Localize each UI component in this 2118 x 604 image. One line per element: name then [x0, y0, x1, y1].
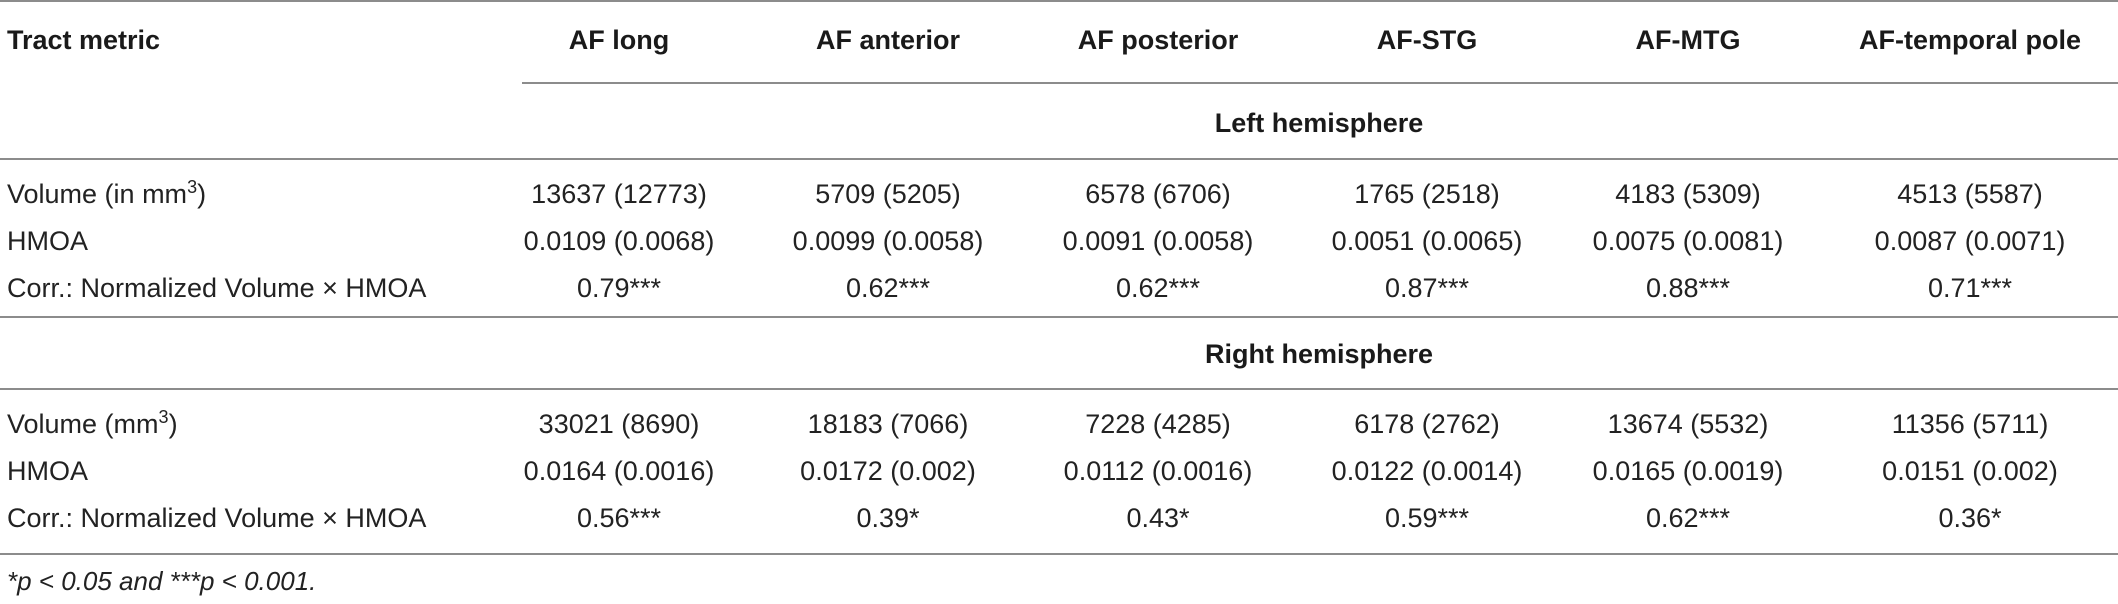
cell-value: 5709 (5205): [815, 179, 961, 209]
row-label-corr-left: Corr.: Normalized Volume × HMOA: [7, 273, 427, 303]
cell-value: 13674 (5532): [1607, 409, 1769, 439]
cell-value: 6178 (2762): [1354, 409, 1500, 439]
cell-value: 0.0151 (0.002): [1882, 456, 2058, 486]
cell-value: 0.0087 (0.0071): [1874, 226, 2066, 256]
cell-value: 1765 (2518): [1354, 179, 1500, 209]
header-af-mtg: AF-MTG: [1635, 25, 1741, 55]
cell-value: 4183 (5309): [1615, 179, 1761, 209]
cell-value: 0.59***: [1384, 503, 1470, 533]
table-footnote: *p < 0.05 and ***p < 0.001.: [7, 566, 317, 596]
top-rule: [0, 0, 2118, 2]
cell-value: 0.0109 (0.0068): [523, 226, 715, 256]
cell-value: 0.71***: [1927, 273, 2013, 303]
section-title-left: Left hemisphere: [1214, 108, 1424, 138]
header-af-stg: AF-STG: [1376, 25, 1478, 55]
section-rule-left: [0, 158, 2118, 160]
cell-value: 6578 (6706): [1085, 179, 1231, 209]
cell-value: 13637 (12773): [531, 179, 707, 209]
header-af-temporal-pole: AF-temporal pole: [1858, 25, 2082, 55]
bottom-rule: [0, 553, 2118, 555]
cell-value: 0.36*: [1938, 503, 2002, 533]
cell-value: 0.0112 (0.0016): [1063, 456, 1253, 486]
header-rule: [522, 82, 2118, 84]
row-label-hmoa-left: HMOA: [7, 226, 88, 256]
cell-value: 0.0172 (0.002): [800, 456, 976, 486]
row-label-volume-left: Volume (in mm3): [7, 177, 207, 209]
cell-value: 0.0122 (0.0014): [1331, 456, 1523, 486]
section-separator-rule: [0, 316, 2118, 318]
cell-value: 18183 (7066): [807, 409, 969, 439]
cell-value: 7228 (4285): [1085, 409, 1231, 439]
cell-value: 0.87***: [1384, 273, 1470, 303]
row-label-corr-right: Corr.: Normalized Volume × HMOA: [7, 503, 427, 533]
cell-value: 0.88***: [1645, 273, 1731, 303]
cell-value: 0.0075 (0.0081): [1592, 226, 1784, 256]
cell-value: 0.0099 (0.0058): [792, 226, 984, 256]
cell-value: 11356 (5711): [1891, 409, 2049, 439]
cell-value: 0.56***: [576, 503, 662, 533]
row-label-volume-right: Volume (mm3): [7, 407, 178, 439]
section-title-right: Right hemisphere: [1204, 339, 1434, 369]
header-af-long: AF long: [568, 25, 670, 55]
cell-value: 4513 (5587): [1897, 179, 2043, 209]
cell-value: 0.79***: [576, 273, 662, 303]
header-af-posterior: AF posterior: [1077, 25, 1239, 55]
cell-value: 0.0165 (0.0019): [1592, 456, 1784, 486]
cell-value: 33021 (8690): [538, 409, 700, 439]
cell-value: 0.0091 (0.0058): [1062, 226, 1254, 256]
cell-value: 0.62***: [1115, 273, 1201, 303]
row-label-hmoa-right: HMOA: [7, 456, 88, 486]
cell-value: 0.62***: [1645, 503, 1731, 533]
cell-value: 0.39*: [856, 503, 920, 533]
cell-value: 0.0164 (0.0016): [523, 456, 715, 486]
cell-value: 0.43*: [1126, 503, 1190, 533]
cell-value: 0.62***: [845, 273, 931, 303]
section-rule-right: [0, 388, 2118, 390]
cell-value: 0.0051 (0.0065): [1331, 226, 1523, 256]
header-tract-metric: Tract metric: [7, 25, 161, 55]
header-af-anterior: AF anterior: [815, 25, 961, 55]
